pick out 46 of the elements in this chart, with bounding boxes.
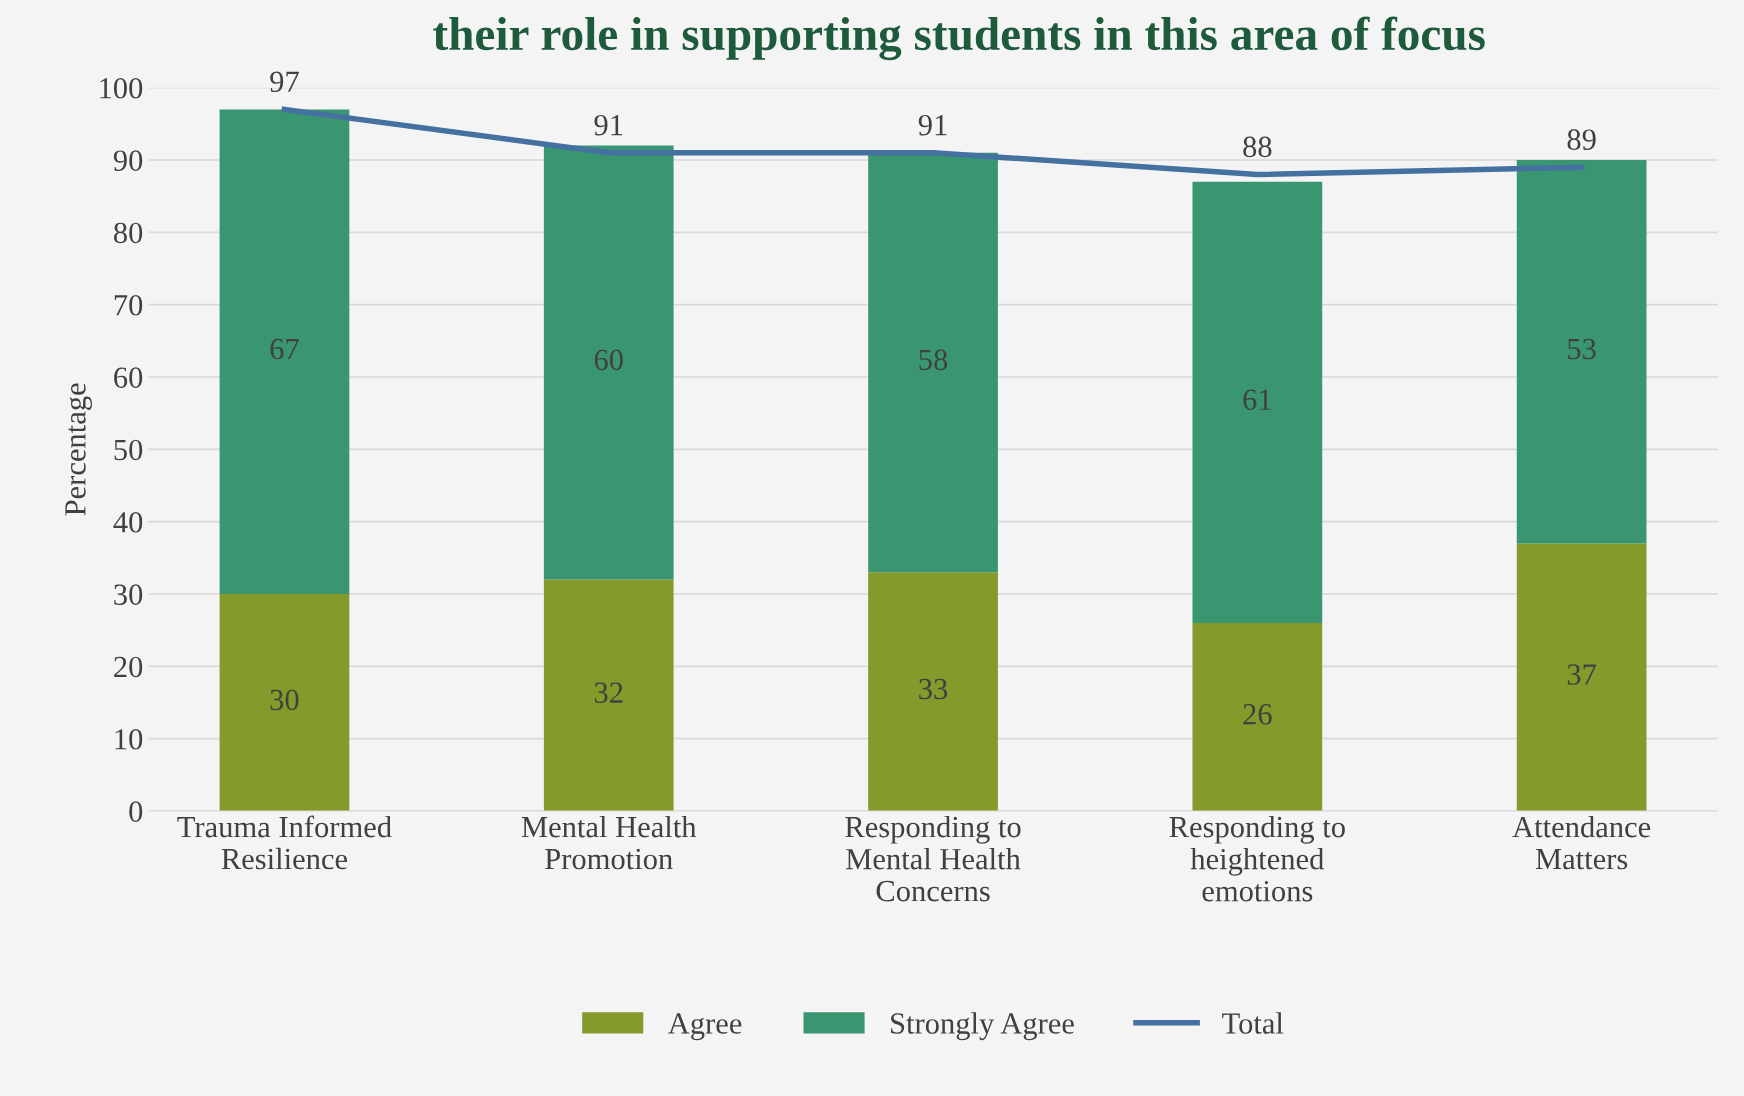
data-label: 61 [1243,389,1271,410]
bar [1192,622,1323,812]
data-label: 89 [1567,129,1596,150]
bar [868,572,998,812]
x-tick-label: Attendance Matters [1512,815,1651,870]
data-label: 91 [594,114,623,136]
data-label: 26 [1243,704,1272,725]
bar [543,145,674,580]
data-label: 97 [270,71,299,93]
y-tick-label: 60 [114,367,143,388]
y-tick-label: 50 [114,439,143,461]
y-tick-label: 70 [114,294,143,316]
legend-label: Agree [668,1013,742,1041]
y-tick-label: 80 [113,222,143,244]
bar [868,152,998,573]
data-label: 58 [919,349,948,371]
y-tick-label: 30 [114,584,143,605]
data-label: 37 [1567,664,1597,685]
x-tick-label: Mental Health Promotion [521,815,697,870]
y-tick-label: 0 [129,801,143,822]
y-tick-label: 100 [100,77,143,99]
bar [1192,181,1323,623]
data-label: 30 [270,689,299,711]
data-label: 33 [919,678,948,700]
data-label: 91 [918,114,947,136]
x-tick-label: Trauma Informed Resilience [177,815,392,870]
bar [543,579,674,812]
data-label: 32 [594,682,623,703]
legend-label: Total [1222,1012,1284,1034]
data-label: 67 [270,338,299,360]
data-label: 88 [1243,136,1272,158]
data-label: 53 [1568,338,1596,360]
bar [219,594,350,812]
chart-title: their role in supporting students in this area of focus [433,16,1485,61]
x-tick-label: Responding to heightened emotions [1169,815,1345,902]
bar [1516,160,1647,544]
data-label: 60 [594,349,623,371]
legend-label: Strongly Agree [891,1012,1074,1041]
bar [1516,543,1647,812]
y-tick-label: 90 [113,150,143,171]
bar [219,109,350,595]
y-tick-label: 10 [115,728,143,750]
y-tick-label: 40 [113,511,143,533]
y-tick-label: 20 [114,656,143,678]
y-axis-title: Percentage [65,383,92,516]
x-tick-label: Responding to Mental Health Concerns [845,815,1021,902]
